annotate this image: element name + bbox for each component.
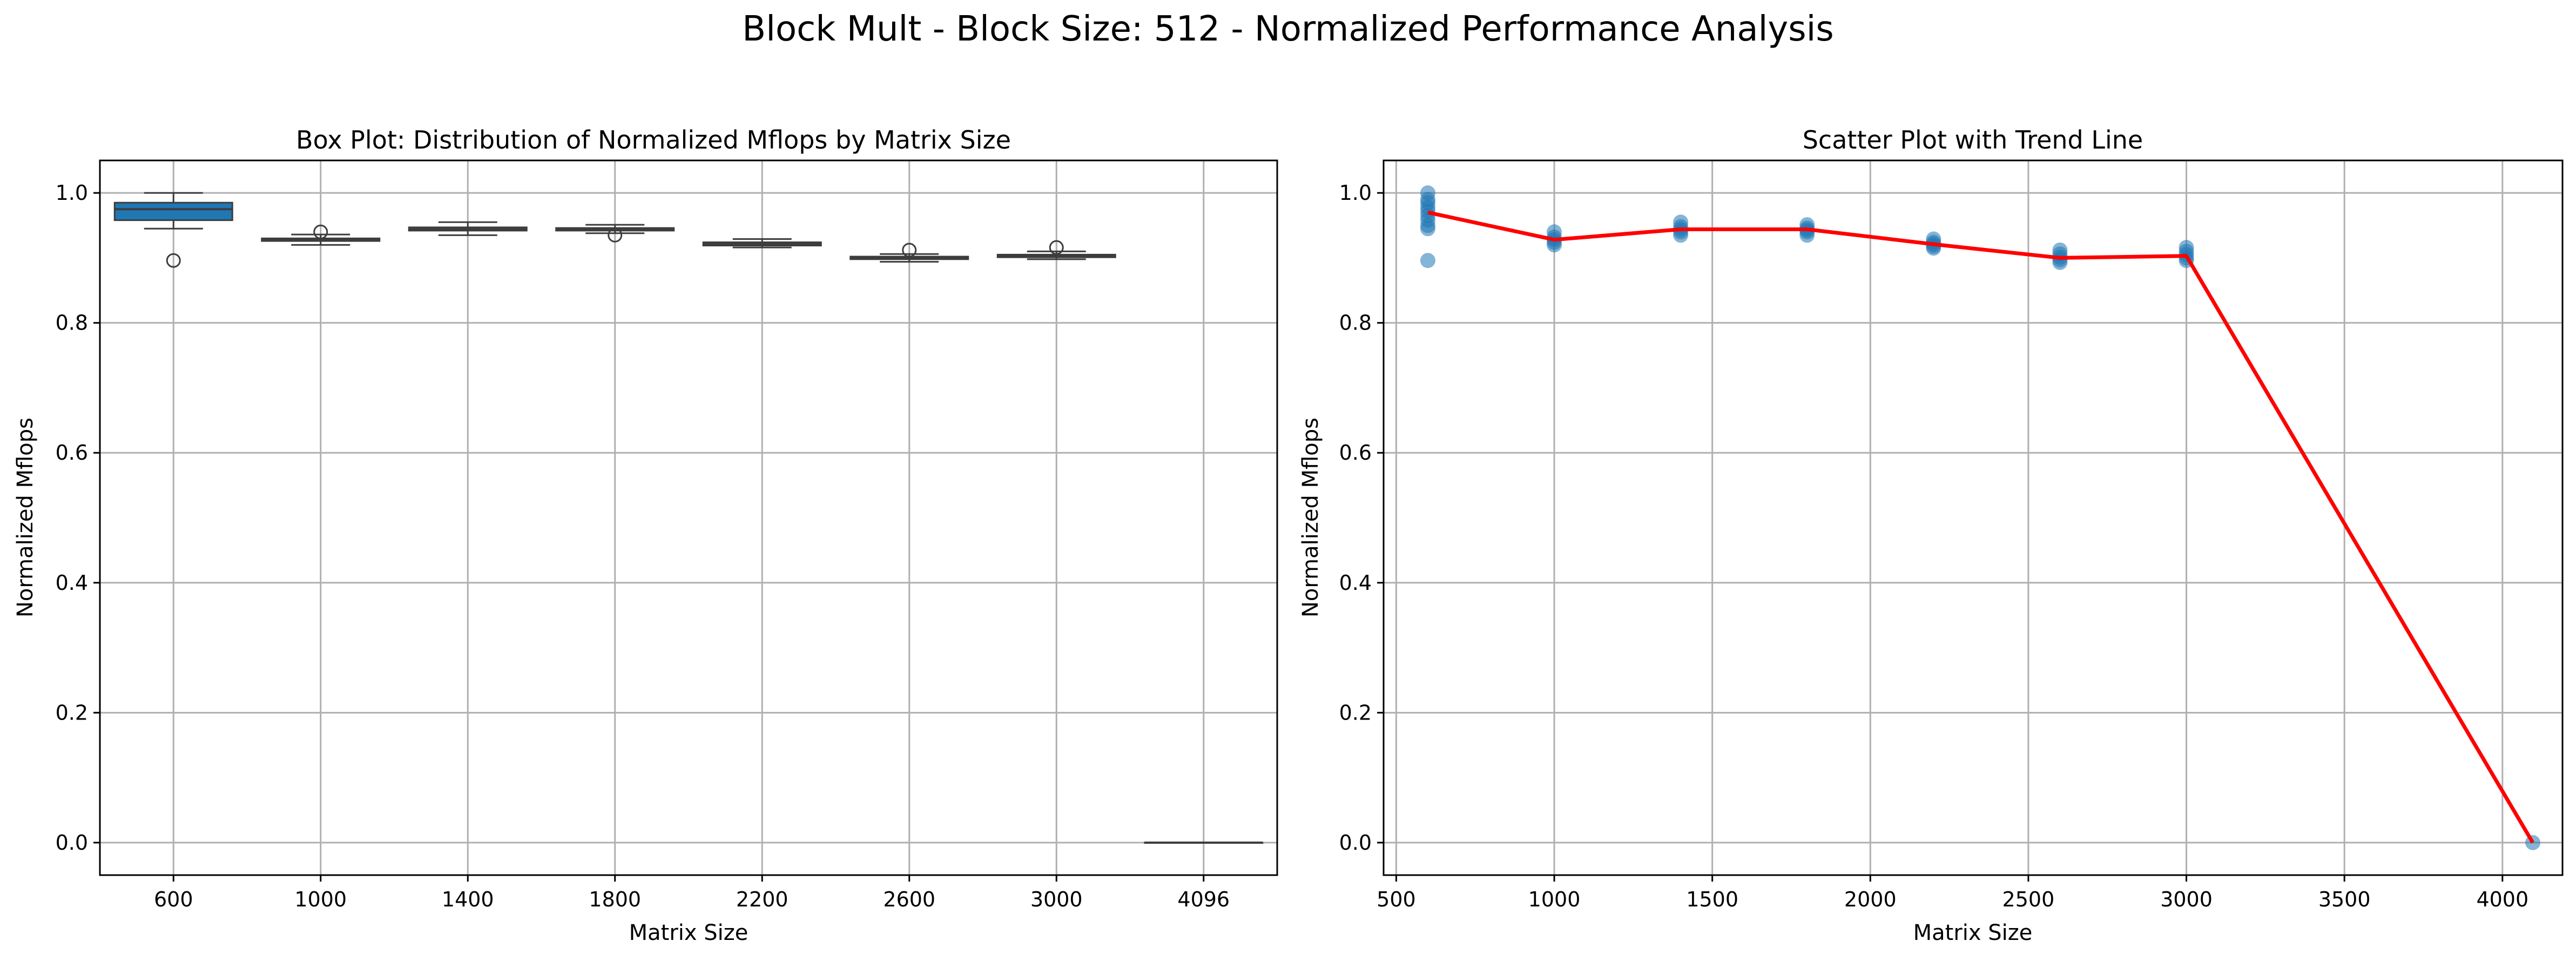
scatter-plot-ylabel: Normalized Mflops	[1298, 418, 1323, 617]
scatter-plot-title: Scatter Plot with Trend Line	[1803, 125, 2143, 154]
y-tick-label: 0.6	[1339, 441, 1372, 465]
x-tick-label: 1800	[589, 888, 641, 911]
box-2200	[702, 238, 822, 248]
box-plot-title: Box Plot: Distribution of Normalized Mfl…	[296, 125, 1011, 154]
scatter-point	[1420, 253, 1435, 268]
y-tick-label: 0.8	[1339, 311, 1372, 335]
outlier-point	[166, 253, 181, 268]
x-tick-label: 500	[1377, 888, 1416, 911]
x-tick-label: 1000	[294, 888, 347, 911]
box-plot-ticks: 0.0 0.2 0.4 0.6 0.8 1.0 600 1000 1400 1800 2200 260…	[56, 181, 1230, 911]
scatter-plot-frame	[1383, 159, 2564, 876]
x-tick-label: 3000	[1030, 888, 1083, 911]
box-plot-marks	[113, 192, 1264, 844]
y-tick-label: 0.0	[56, 831, 88, 855]
y-tick-label: 0.4	[1339, 571, 1372, 595]
scatter-plot-xlabel: Matrix Size	[1913, 920, 2033, 945]
x-tick-label: 1000	[1528, 888, 1581, 911]
x-tick-label: 4096	[1177, 888, 1230, 911]
box-iqr	[113, 201, 233, 221]
x-tick-label: 1500	[1686, 888, 1738, 911]
box-plot-axes: Box Plot: Distribution of Normalized Mfl…	[13, 125, 1278, 945]
box-1000	[261, 224, 381, 246]
y-tick-label: 1.0	[1339, 181, 1372, 205]
scatter-plot-ticks: 0.0 0.2 0.4 0.6 0.8 1.0 500 1000 1500 2000 2500 300…	[1339, 181, 2529, 911]
box-plot-ylabel: Normalized Mflops	[13, 418, 38, 617]
y-tick-label: 0.2	[1339, 701, 1372, 724]
box-1400	[408, 221, 528, 236]
y-tick-label: 0.8	[56, 311, 88, 335]
x-tick-label: 2000	[1844, 888, 1897, 911]
box-600	[113, 192, 233, 268]
box-plot-xlabel: Matrix Size	[629, 920, 748, 945]
y-tick-label: 0.2	[56, 701, 88, 724]
box-1800	[555, 224, 675, 243]
y-tick-label: 0.6	[56, 441, 88, 465]
x-tick-label: 2500	[2002, 888, 2055, 911]
scatter-plot-axes: Scatter Plot with Trend Line 0.00.20.40.…	[1298, 125, 2564, 945]
box-plot-frame	[99, 159, 1278, 876]
x-tick-label: 3500	[2318, 888, 2371, 911]
box-2600	[849, 243, 969, 263]
y-tick-label: 0.0	[1339, 831, 1372, 855]
x-tick-label: 2600	[883, 888, 935, 911]
scatter-point	[1420, 221, 1435, 237]
x-tick-label: 3000	[2160, 888, 2213, 911]
figure-title: Block Mult - Block Size: 512 - Normalize…	[742, 9, 1833, 49]
y-tick-label: 1.0	[56, 181, 88, 205]
outlier-point	[608, 227, 623, 243]
x-tick-label: 4000	[2476, 888, 2528, 911]
outlier-point	[902, 243, 917, 258]
trend-line	[1427, 210, 2534, 844]
x-tick-label: 600	[154, 888, 193, 911]
x-tick-label: 1400	[442, 888, 494, 911]
box-3000	[996, 240, 1116, 260]
outlier-point	[313, 224, 328, 239]
box-plot-grid	[100, 160, 1277, 875]
x-tick-label: 2200	[736, 888, 788, 911]
outlier-point	[1049, 240, 1064, 255]
scatter-plot-marks	[1420, 185, 2540, 850]
scatter-plot-grid	[1384, 160, 2562, 875]
y-tick-label: 0.4	[56, 571, 88, 595]
